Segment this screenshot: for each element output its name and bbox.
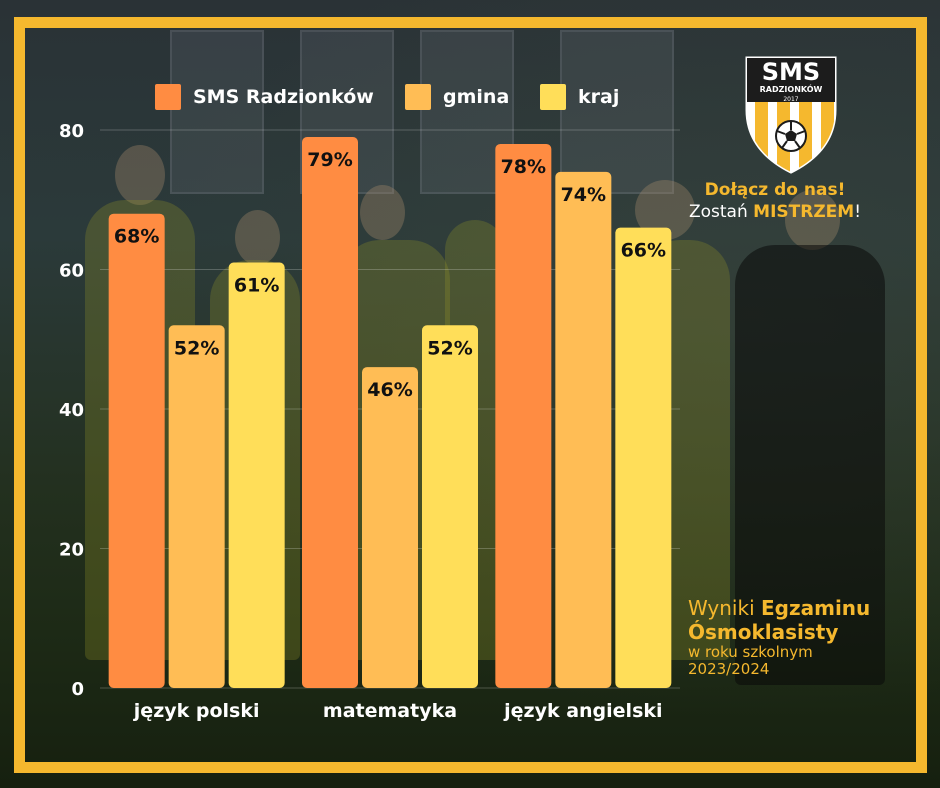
caption-word-exam: Egzaminu (761, 596, 871, 620)
bar-value-label: 52% (427, 337, 472, 359)
caption-line-3: w roku szkolnym (688, 643, 813, 661)
soccer-ball-icon (775, 120, 807, 152)
background-person-head (360, 185, 405, 240)
background-person (735, 245, 885, 685)
bar-value-label: 66% (621, 240, 666, 262)
cta-highlight: MISTRZEM (753, 202, 855, 222)
background-person-head (235, 210, 280, 265)
background-window (560, 30, 674, 194)
club-logo: SMS RADZIONKÓW 2017 (745, 56, 837, 174)
caption-line-4: 2023/2024 (688, 660, 770, 678)
y-tick-label: 60 (59, 261, 84, 282)
caption-line-2: Ósmoklasisty (688, 620, 908, 644)
bar (302, 136, 358, 689)
background-person-head (785, 190, 840, 250)
bar (228, 262, 285, 688)
caption-exam-name: Ósmoklasisty (688, 620, 839, 644)
background-window (170, 30, 264, 194)
bar-value-label: 61% (234, 275, 279, 297)
y-tick-label: 40 (59, 400, 84, 421)
bar (555, 171, 612, 689)
cta-line-2: Zostań MISTRZEM! (660, 202, 890, 222)
cta-prefix: Zostań (688, 202, 754, 222)
legend-item-kraj: kraj (540, 84, 619, 110)
legend-swatch-kraj (540, 84, 566, 110)
legend-label-sms: SMS Radzionków (193, 86, 374, 108)
bar-value-label: 52% (174, 337, 219, 359)
cta-line-1: Dołącz do nas! (660, 180, 890, 200)
bar (422, 325, 478, 688)
legend-label-gmina: gmina (443, 86, 510, 108)
bar-value-label: 74% (561, 184, 606, 206)
background-person-head (115, 145, 165, 205)
cta-join: Dołącz do nas! (704, 180, 846, 200)
x-category-label: język angielski (503, 700, 662, 722)
bar-value-label: 68% (114, 226, 159, 248)
logo-year: 2017 (783, 96, 798, 103)
legend-item-sms: SMS Radzionków (155, 84, 374, 110)
legend-label-kraj: kraj (578, 86, 620, 108)
bar (168, 325, 225, 688)
bar-value-label: 46% (367, 379, 412, 401)
bar-value-label: 79% (307, 149, 352, 171)
legend-swatch-sms (155, 84, 181, 110)
bar (615, 227, 672, 688)
cta-suffix: ! (854, 202, 862, 222)
legend-item-gmina: gmina (405, 84, 509, 110)
bar (362, 367, 418, 688)
x-category-label: matematyka (323, 700, 457, 722)
y-tick-label: 20 (59, 540, 84, 561)
y-tick-label: 80 (59, 121, 84, 142)
legend-swatch-gmina (405, 84, 431, 110)
logo-title: SMS (762, 58, 820, 86)
x-category-label: język polski (133, 700, 260, 722)
caption-line-1: Wyniki Egzaminu (688, 596, 908, 620)
bar (108, 213, 165, 688)
exam-caption: Wyniki Egzaminu Ósmoklasisty w roku szko… (688, 596, 908, 678)
bar (495, 143, 552, 688)
logo-subtitle: RADZIONKÓW (760, 83, 823, 94)
bar-value-label: 78% (501, 156, 546, 178)
y-tick-label: 0 (71, 679, 84, 700)
caption-word-results: Wyniki (688, 596, 761, 620)
